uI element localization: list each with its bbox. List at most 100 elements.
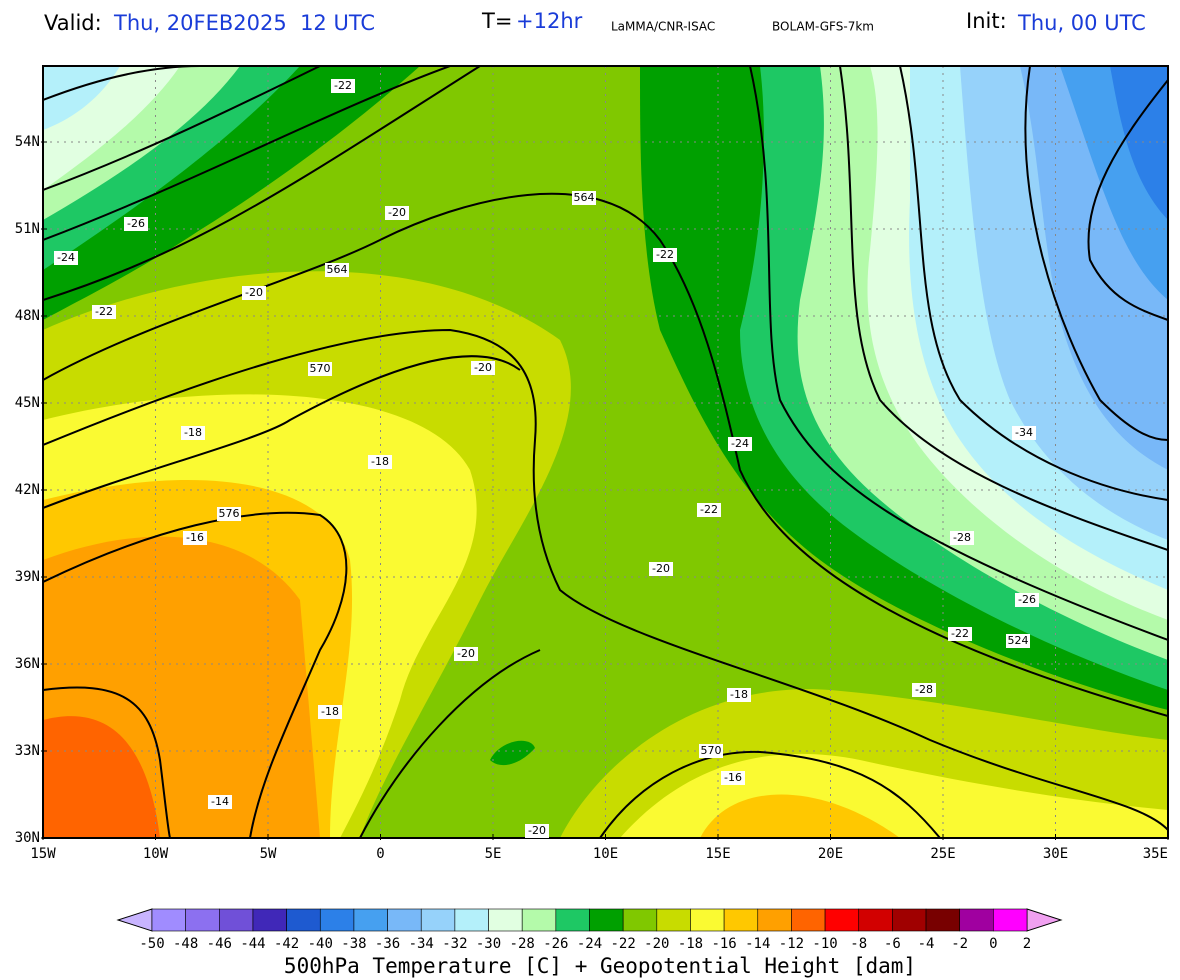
colorbar-label: -24 [577, 936, 602, 952]
colorbar-label: -46 [207, 936, 232, 952]
contour-label: -26 [1018, 593, 1036, 606]
lon-label: 15E [705, 846, 730, 862]
colorbar-label: -42 [274, 936, 299, 952]
lon-label: 10E [593, 846, 618, 862]
contour-label: -22 [334, 79, 352, 92]
lon-label: 35E [1143, 846, 1168, 862]
lat-label: 30N [15, 830, 40, 846]
lon-label: 15W [30, 846, 56, 862]
colorbar-label: -26 [543, 936, 568, 952]
colorbar-cell [252, 908, 287, 932]
contour-label: -26 [127, 217, 145, 230]
contour-label: -20 [457, 647, 475, 660]
colorbar-cell [521, 908, 557, 932]
colorbar-cell [589, 908, 624, 932]
contour-label-bg [697, 503, 721, 517]
contour-label: 570 [701, 744, 722, 757]
contour-label-bg [318, 705, 342, 719]
colorbar-cell [925, 908, 960, 932]
model: BOLAM-GFS-7km [772, 20, 874, 34]
colorbar-label: -30 [476, 936, 501, 952]
lat-label: 42N [15, 482, 40, 498]
t-value: +12hr [516, 9, 583, 33]
colorbar-cell [219, 908, 254, 932]
lon-label: 0 [376, 846, 384, 862]
contour-label: -20 [652, 562, 670, 575]
colorbar-label: -32 [442, 936, 467, 952]
colorbar-label: -14 [745, 936, 770, 952]
colorbar-label: -36 [375, 936, 400, 952]
lat-label: 39N [15, 569, 40, 585]
lon-label: 30E [1043, 846, 1068, 862]
contour-label-bg [208, 795, 232, 809]
contour-label-bg [385, 206, 409, 220]
contour-label: -20 [474, 361, 492, 374]
contour-label: -34 [1015, 426, 1033, 439]
contour-label-bg [92, 305, 116, 319]
colorbar-cell [185, 908, 220, 932]
lat-label: 54N [15, 134, 40, 150]
colorbar-cell [690, 908, 725, 932]
contour-label-bg [325, 263, 349, 277]
colorbar-label: -10 [812, 936, 837, 952]
contour-label: -18 [730, 688, 748, 701]
contour-label: -22 [700, 503, 718, 516]
contour-label: -18 [371, 455, 389, 468]
colorbar-label: -28 [510, 936, 535, 952]
contour-label: -16 [724, 771, 742, 784]
colorbar-label: -12 [779, 936, 804, 952]
contour-label-bg [1006, 634, 1030, 648]
contour-label: 524 [1008, 634, 1029, 647]
contour-label: -22 [656, 248, 674, 261]
contour-label: -22 [95, 305, 113, 318]
contour-label: 564 [327, 263, 348, 276]
init-value: Thu, 00 UTC [1017, 11, 1146, 35]
contour-label: 576 [219, 507, 240, 520]
lat-label: 51N [15, 221, 40, 237]
grid [43, 66, 1168, 838]
colorbar-cell [286, 908, 321, 932]
colorbar-cell [488, 908, 523, 932]
contour-label-bg [699, 744, 723, 758]
contour-label: 564 [574, 191, 595, 204]
colorbar-cell [723, 908, 759, 932]
colorbar-label: -20 [644, 936, 669, 952]
colorbar-label: -34 [409, 936, 434, 952]
colorbar-label: -38 [341, 936, 366, 952]
contour-label-bg [721, 771, 745, 785]
colorbar-cell [656, 908, 691, 932]
contour-label: -20 [245, 286, 263, 299]
contour-label-bg [454, 647, 478, 661]
colorbar: -50 -48 -46 -44 -42 -40 -38 -36 -34 -32 -30 -28 -26-… [116, 908, 1063, 952]
contour-label-bg [1015, 593, 1039, 607]
colorbar-label: -6 [884, 936, 901, 952]
colorbar-cell [420, 908, 456, 932]
colorbar-cell [319, 908, 355, 932]
colorbar-label: 0 [989, 936, 997, 952]
contour-label-bg [471, 361, 495, 375]
contour-label-bg [368, 455, 392, 469]
lat-label: 48N [15, 308, 40, 324]
lon-label: 25E [930, 846, 955, 862]
contour-label-bg [242, 286, 266, 300]
init-label: Init: [966, 9, 1007, 33]
lat-label: 33N [15, 743, 40, 759]
colorbar-label: -16 [711, 936, 736, 952]
colorbar-label: -4 [918, 936, 935, 952]
colorbar-cell [757, 908, 792, 932]
colorbar-label: -2 [951, 936, 968, 952]
contour-label-bg [217, 507, 241, 521]
colorbar-under [116, 908, 153, 932]
colorbar-cell [824, 908, 860, 932]
contour-label: -18 [321, 705, 339, 718]
contour-label: -20 [388, 206, 406, 219]
lon-label: 5W [260, 846, 277, 862]
colorbar-label: -40 [308, 936, 333, 952]
contour-label-bg [183, 531, 207, 545]
contour-label: -18 [184, 426, 202, 439]
lat-label: 36N [15, 656, 40, 672]
colorbar-cell [555, 908, 590, 932]
colorbar-label: -44 [240, 936, 265, 952]
colorbar-cell [387, 908, 422, 932]
contour-label: -16 [186, 531, 204, 544]
